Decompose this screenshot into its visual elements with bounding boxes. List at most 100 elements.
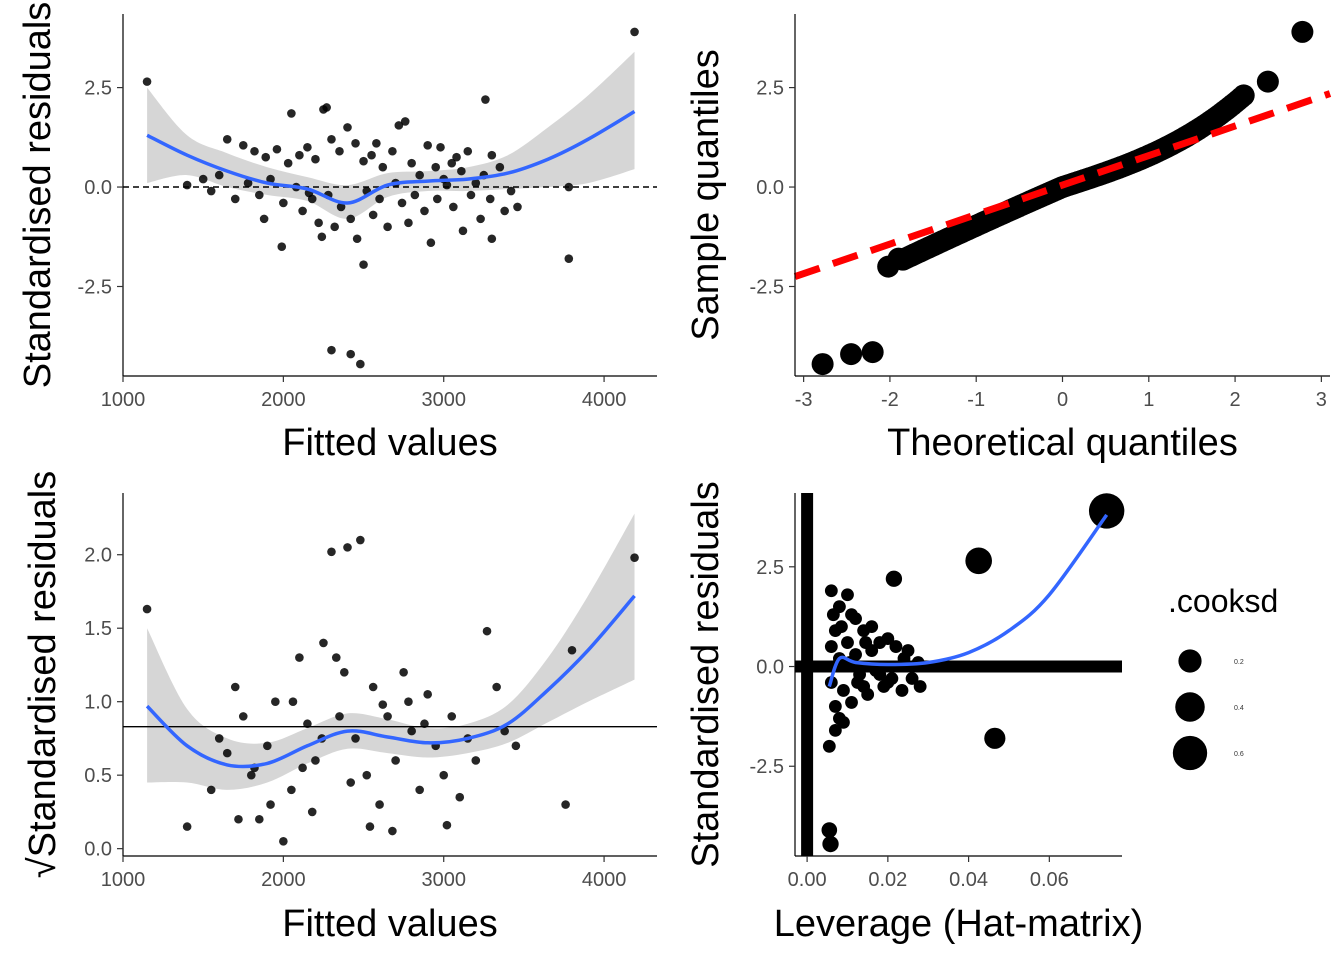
- data-point: [433, 194, 442, 204]
- data-point: [407, 158, 416, 168]
- panel-scale-location: 1000 2000 3000 4000 0.0 0.5 1.0 1.5 2.0 Fitted va…: [22, 471, 657, 945]
- data-point: [327, 547, 336, 557]
- data-point: [984, 727, 1006, 749]
- data-point: [336, 202, 346, 212]
- data-point: [492, 682, 501, 692]
- data-point: [263, 741, 272, 751]
- x-axis-title: Fitted values: [282, 903, 497, 945]
- data-point: [561, 800, 570, 809]
- data-point: [335, 146, 344, 156]
- data-point: [457, 166, 466, 176]
- data-point: [881, 676, 895, 689]
- data-point: [485, 194, 495, 204]
- x-tick-label: 4000: [582, 389, 627, 411]
- data-point: [335, 712, 344, 721]
- data-point: [255, 814, 264, 824]
- data-point: [487, 150, 497, 160]
- data-point: [410, 190, 420, 200]
- cooksd-legend: .cooksd 0.2 0.4 0.6: [1168, 583, 1278, 771]
- data-point: [311, 154, 320, 164]
- qq-point: [840, 343, 863, 366]
- y-axis-title: Sample quantiles: [685, 49, 727, 341]
- x-tick-label: 1000: [101, 389, 146, 411]
- data-point: [415, 785, 424, 795]
- data-point: [346, 349, 356, 359]
- x-tick-label: 3000: [421, 389, 466, 411]
- data-point: [455, 792, 465, 802]
- data-point: [303, 142, 312, 152]
- data-point: [298, 763, 307, 773]
- x-tick-label: 3: [1316, 389, 1327, 411]
- data-point: [828, 700, 842, 713]
- data-point: [255, 190, 264, 200]
- data-point: [317, 232, 327, 242]
- data-point: [630, 27, 639, 37]
- data-point: [259, 214, 269, 224]
- data-point: [230, 194, 240, 204]
- data-point: [567, 645, 577, 655]
- data-point: [243, 178, 253, 188]
- data-point: [397, 198, 407, 208]
- data-point: [500, 206, 509, 216]
- data-point: [198, 174, 208, 184]
- x-tick-label: 0.02: [868, 869, 907, 891]
- data-point: [466, 190, 476, 200]
- data-point: [343, 123, 352, 132]
- smooth-line: [827, 513, 1109, 688]
- data-point: [564, 254, 574, 263]
- data-point: [295, 150, 304, 160]
- y-tick-label: -2.5: [750, 276, 784, 298]
- data-point: [383, 712, 392, 721]
- qq-point: [1232, 84, 1255, 107]
- data-point: [822, 835, 839, 853]
- x-tick-label: 0.06: [1030, 869, 1069, 891]
- data-point: [388, 146, 397, 156]
- data-point: [339, 667, 349, 677]
- data-point: [426, 238, 436, 248]
- panel-residuals-vs-leverage: 0.00 0.02 0.04 0.06 -2.5 0.0 2.5 Leverage (Hat-…: [685, 481, 1143, 945]
- data-point: [222, 135, 232, 144]
- data-point: [352, 234, 362, 244]
- legend-label: 0.4: [1234, 705, 1244, 712]
- qq-point: [861, 341, 884, 364]
- smooth-line: [146, 109, 636, 205]
- data-point: [404, 218, 413, 228]
- data-point: [889, 640, 903, 653]
- data-point: [383, 222, 392, 232]
- data-point: [442, 820, 452, 830]
- data-point: [206, 186, 216, 196]
- data-point: [287, 785, 296, 795]
- x-tick-label: 4000: [582, 869, 627, 891]
- data-point: [283, 158, 293, 168]
- y-axis-title: √Standardised residuals: [22, 471, 64, 878]
- data-point: [375, 194, 384, 204]
- legend-key: [1178, 649, 1202, 673]
- data-point: [272, 144, 282, 154]
- data-point: [327, 135, 336, 144]
- data-point: [277, 242, 287, 252]
- data-point: [351, 734, 360, 743]
- x-tick-label: 0.00: [788, 869, 827, 891]
- data-point: [431, 162, 441, 172]
- data-point: [322, 103, 331, 112]
- data-point: [841, 636, 854, 649]
- x-tick-label: 1: [1143, 389, 1154, 411]
- y-tick-label: 2.5: [84, 78, 112, 100]
- legend-key: [1175, 692, 1205, 722]
- data-point: [367, 150, 376, 160]
- data-point: [487, 234, 497, 244]
- data-point: [851, 676, 864, 689]
- data-point: [824, 584, 838, 598]
- data-point: [630, 553, 639, 562]
- data-point: [845, 608, 858, 622]
- data-point: [266, 174, 275, 184]
- x-tick-label: 2000: [261, 869, 306, 891]
- data-point: [327, 345, 336, 355]
- data-point: [394, 121, 404, 130]
- data-point: [288, 697, 298, 706]
- data-point: [511, 741, 521, 751]
- data-point: [362, 770, 372, 780]
- data-point: [841, 588, 854, 602]
- data-point: [391, 756, 400, 765]
- data-point: [826, 608, 840, 622]
